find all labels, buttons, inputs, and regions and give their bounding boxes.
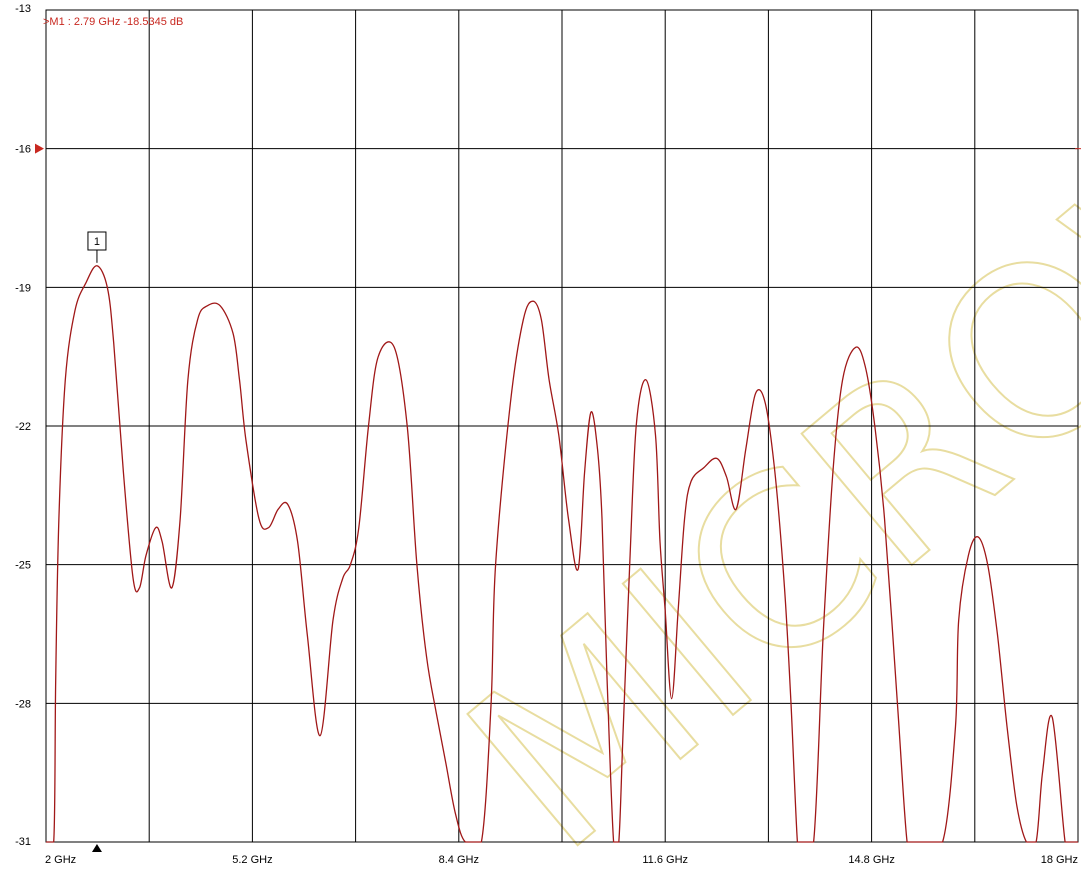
- x-tick-label: 5.2 GHz: [232, 854, 272, 866]
- series-line: [45, 265, 1078, 843]
- y-tick-label: -19: [15, 282, 31, 294]
- y-tick-label: -25: [15, 560, 31, 572]
- y-tick-label: -13: [15, 3, 31, 15]
- x-tick-label: 18 GHz: [1041, 854, 1078, 866]
- y-axis-ticks: -13 -16 -19 -22 -25 -28 -31: [15, 3, 1081, 848]
- marker-readout: >M1 : 2.79 GHz -18.5345 dB: [43, 16, 183, 28]
- x-tick-label: 2 GHz: [45, 854, 76, 866]
- x-tick-label: 11.6 GHz: [642, 854, 688, 866]
- marker-layer: 1: [87, 231, 107, 852]
- y-tick-label: -28: [15, 698, 31, 710]
- marker-x-indicator: [91, 844, 102, 852]
- y-tick-label: -16: [15, 144, 31, 156]
- watermark: MICROWAVE: [420, 0, 1081, 871]
- trace-layer: [45, 265, 1078, 843]
- y-tick-label: -31: [15, 836, 31, 848]
- y-tick-label: -22: [15, 421, 31, 433]
- x-tick-label: 14.8 GHz: [848, 854, 894, 866]
- chart-grid: [45, 9, 1079, 843]
- marker-label: 1: [94, 236, 100, 248]
- marker-box: [87, 231, 107, 251]
- reference-level-marker: [35, 143, 44, 154]
- watermark-text: MICROWAVE: [421, 0, 1081, 871]
- x-tick-label: 8.4 GHz: [439, 854, 479, 866]
- x-axis-ticks: 2 GHz 5.2 GHz 8.4 GHz 11.6 GHz 14.8 GHz 18 GH…: [45, 854, 1078, 866]
